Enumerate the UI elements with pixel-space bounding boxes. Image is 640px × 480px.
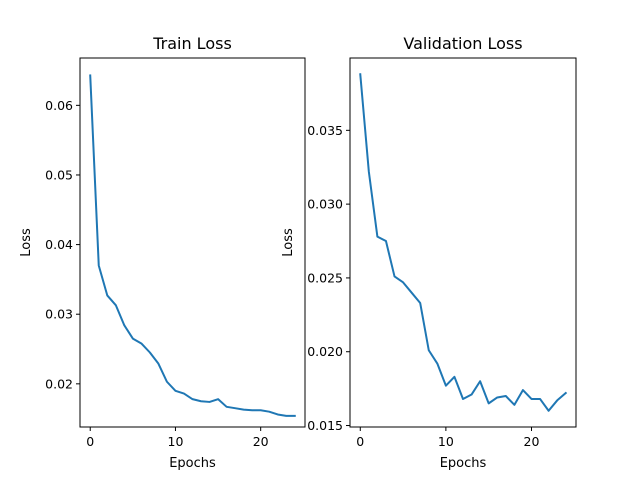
validation-y-axis-label: Loss bbox=[281, 228, 296, 257]
validation-x-axis-label: Epochs bbox=[440, 456, 487, 471]
validation-y-tick-label: 0.025 bbox=[307, 270, 343, 285]
train-x-axis-label: Epochs bbox=[169, 456, 216, 471]
train-chart-title: Train Loss bbox=[152, 34, 232, 53]
train-x-tick-label: 0 bbox=[86, 434, 94, 449]
validation-loss-subplot: 0 10 20 0.015 0.020 0.025 0.030 0.035 Validation… bbox=[281, 34, 577, 471]
validation-x-tick-label: 0 bbox=[356, 434, 364, 449]
train-y-tick-label: 0.05 bbox=[45, 167, 73, 182]
validation-axes-frame bbox=[349, 57, 577, 428]
train-y-tick-label: 0.06 bbox=[45, 98, 73, 113]
validation-y-tick-label: 0.020 bbox=[307, 344, 343, 359]
validation-y-tick-label: 0.030 bbox=[307, 197, 343, 212]
train-axes-frame bbox=[79, 57, 306, 428]
validation-y-tick-label: 0.035 bbox=[307, 123, 343, 138]
train-loss-line bbox=[89, 74, 296, 417]
validation-loss-line bbox=[359, 73, 568, 412]
validation-y-tick-label: 0.015 bbox=[307, 418, 343, 433]
train-y-tick-label: 0.02 bbox=[45, 376, 73, 391]
train-x-tick-label: 20 bbox=[253, 434, 269, 449]
train-loss-subplot: 0 10 20 0.02 0.03 0.04 0.05 0.06 Train Loss Epoch… bbox=[19, 34, 306, 471]
train-x-tick-label: 10 bbox=[168, 434, 184, 449]
validation-x-tick-label: 10 bbox=[438, 434, 454, 449]
train-y-tick-label: 0.04 bbox=[45, 237, 73, 252]
validation-x-tick-label: 20 bbox=[524, 434, 540, 449]
validation-chart-title: Validation Loss bbox=[403, 34, 522, 53]
train-y-axis-label: Loss bbox=[19, 228, 34, 257]
train-y-tick-label: 0.03 bbox=[45, 307, 73, 322]
